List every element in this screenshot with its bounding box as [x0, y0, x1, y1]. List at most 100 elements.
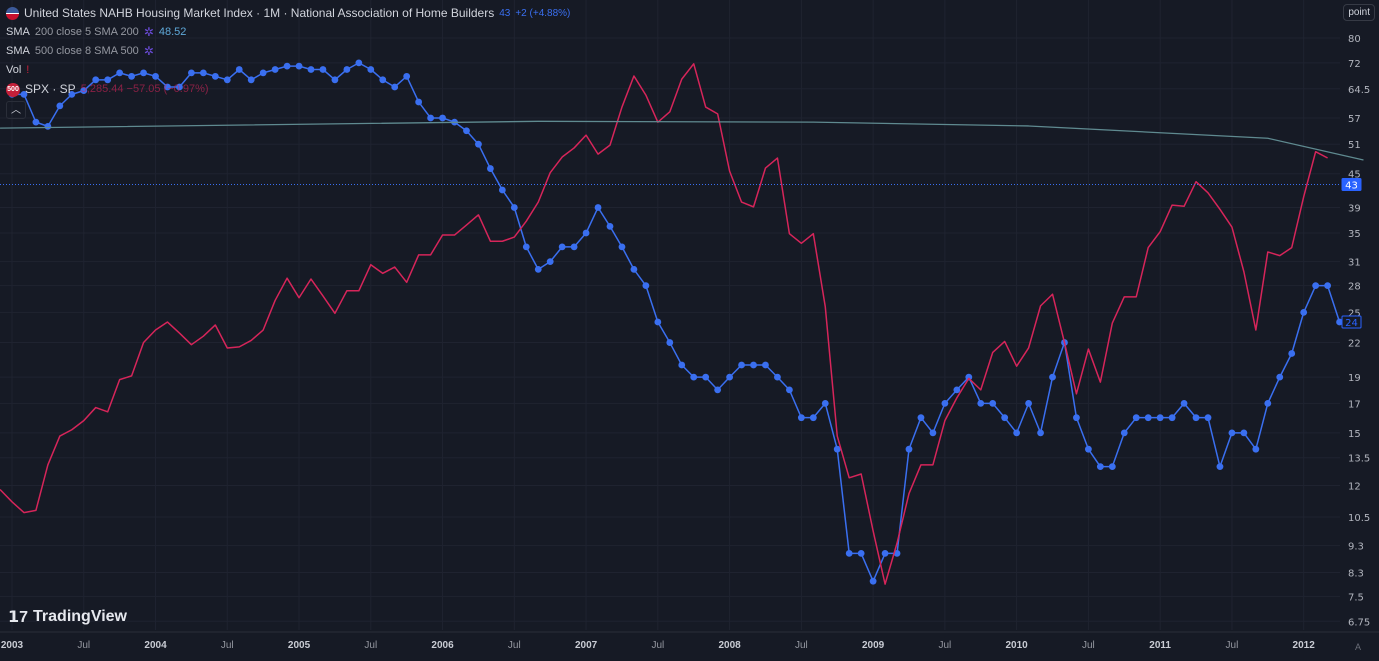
nahb-data-point	[331, 76, 339, 84]
x-tick-label: Jul	[1082, 640, 1095, 651]
indicator-sma200[interactable]: SMA 200 close 5 SMA 200 ✲ 48.52	[6, 23, 570, 42]
x-tick-label: 2003	[1, 640, 24, 651]
y-tick-label: 17	[1348, 399, 1361, 410]
auto-scale-button[interactable]: A	[1354, 642, 1361, 652]
nahb-data-point	[570, 243, 578, 251]
x-tick-label: Jul	[1226, 640, 1239, 651]
chevron-up-icon: ︿	[11, 104, 21, 116]
nahb-data-point	[223, 76, 231, 84]
y-tick-label: 64.5	[1348, 85, 1370, 96]
nahb-data-point	[1168, 414, 1176, 422]
series-line-spx	[0, 63, 1328, 585]
series-line-nahb	[12, 62, 1341, 582]
nahb-data-point	[415, 98, 423, 106]
nahb-data-point	[283, 62, 291, 70]
y-tick-label: 6.75	[1348, 617, 1370, 628]
compare-value: 5,285.44 −57.05 (−0.97%)	[80, 83, 209, 95]
nahb-data-point	[917, 414, 925, 422]
nahb-data-point	[1049, 373, 1056, 381]
nahb-data-point	[618, 243, 626, 251]
x-tick-label: Jul	[938, 640, 951, 651]
nahb-data-point	[738, 361, 745, 369]
nahb-data-point	[1037, 429, 1044, 437]
nahb-data-point	[869, 577, 877, 585]
nahb-data-point	[881, 549, 889, 557]
nahb-data-point	[379, 76, 387, 84]
x-tick-label: 2010	[1006, 640, 1029, 651]
y-tick-label: 7.5	[1348, 592, 1364, 603]
price-label-box	[1341, 315, 1362, 329]
nahb-data-point	[1180, 399, 1188, 407]
x-tick-label: 2009	[862, 640, 885, 651]
nahb-data-point	[319, 66, 327, 73]
nahb-data-point	[487, 165, 494, 172]
nahb-data-point	[391, 83, 399, 91]
compare-name: SPX · SP	[25, 82, 76, 96]
nahb-data-point	[510, 204, 518, 211]
nahb-data-point	[809, 414, 817, 422]
indicator-sma500[interactable]: SMA 500 close 8 SMA 500 ✲	[6, 42, 570, 61]
settings-icon[interactable]: ✲	[143, 44, 154, 58]
x-tick-label: 2007	[575, 640, 598, 651]
nahb-data-point	[44, 122, 52, 130]
nahb-data-point	[714, 386, 722, 394]
price-label-box	[1341, 177, 1362, 191]
settings-icon[interactable]: ✲	[143, 25, 154, 39]
nahb-data-point	[666, 339, 674, 346]
nahb-data-point	[475, 140, 482, 148]
y-tick-label: 35	[1348, 229, 1361, 240]
x-tick-label: Jul	[651, 640, 664, 651]
y-tick-label: 22	[1348, 339, 1361, 350]
nahb-data-point	[1096, 463, 1104, 471]
x-tick-label: Jul	[364, 640, 377, 651]
nahb-data-point	[56, 102, 64, 110]
y-tick-label: 28	[1348, 282, 1361, 293]
x-tick-label: Jul	[795, 640, 808, 651]
y-tick-label: 31	[1348, 258, 1361, 269]
x-tick-label: 2005	[288, 640, 311, 651]
indicator-vol[interactable]: Vol !	[6, 61, 570, 80]
nahb-data-point	[1252, 445, 1260, 453]
nahb-data-point	[1120, 429, 1128, 437]
symbol-row[interactable]: United States NAHB Housing Market Index …	[6, 4, 570, 23]
x-tick-label: 2008	[718, 640, 741, 651]
nahb-data-point	[1216, 463, 1224, 471]
y-tick-label: 25	[1348, 308, 1361, 319]
compare-spx[interactable]: 500 SPX · SP 5,285.44 −57.05 (−0.97%)	[6, 80, 570, 99]
indicator-name: SMA	[6, 45, 30, 57]
x-tick-label: 2011	[1149, 640, 1171, 651]
nahb-data-point	[941, 399, 949, 407]
nahb-data-point	[1312, 282, 1320, 290]
warning-icon[interactable]: !	[26, 64, 30, 76]
nahb-data-point	[1144, 414, 1152, 422]
series-line-sma200	[0, 120, 1364, 161]
nahb-data-point	[1228, 429, 1236, 437]
nahb-data-point	[797, 414, 805, 422]
nahb-data-point	[1025, 399, 1032, 407]
nahb-data-point	[355, 59, 363, 67]
nahb-data-point	[1276, 373, 1284, 381]
indicator-value: 48.52	[158, 26, 187, 38]
nahb-data-point	[558, 243, 566, 251]
nahb-data-point	[977, 399, 985, 407]
nahb-data-point	[762, 361, 769, 369]
nahb-data-point	[786, 386, 793, 394]
nahb-data-point	[164, 83, 171, 91]
y-tick-label: 51	[1348, 140, 1361, 151]
nahb-data-point	[929, 429, 937, 437]
nahb-data-point	[594, 204, 602, 211]
nahb-data-point	[211, 72, 219, 80]
nahb-data-point	[247, 76, 255, 84]
us-flag-icon	[6, 7, 19, 20]
collapse-legend-button[interactable]: ︿	[6, 101, 26, 119]
change-value: +2 (+4.88%)	[515, 8, 571, 19]
tv-logo-icon: 𝟭7	[8, 609, 29, 626]
nahb-data-point	[606, 222, 614, 230]
nahb-data-point	[678, 361, 686, 369]
nahb-data-point	[152, 72, 159, 80]
y-tick-label: 10.5	[1348, 513, 1370, 524]
price-label: 43	[1345, 180, 1358, 191]
unit-button[interactable]: point	[1343, 4, 1375, 21]
nahb-data-point	[726, 373, 733, 381]
